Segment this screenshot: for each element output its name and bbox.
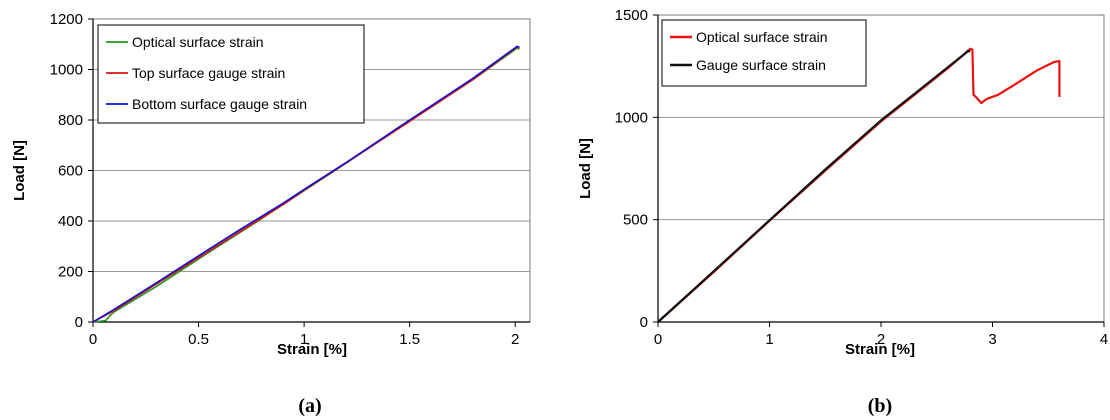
x-tick-label: 2	[877, 331, 885, 348]
y-tick-label: 1000	[50, 62, 83, 79]
x-tick-label: 0	[89, 331, 97, 348]
x-axis-title: Strain [%]	[277, 341, 347, 358]
x-axis-title: Strain [%]	[845, 341, 915, 358]
x-tick-label: 2	[511, 331, 519, 348]
y-tick-label: 1500	[615, 7, 648, 24]
legend-box	[97, 24, 365, 124]
y-tick-label: 0	[640, 314, 648, 331]
y-tick-label: 800	[58, 112, 83, 129]
legend-label: Bottom surface gauge strain	[132, 96, 307, 112]
legend-label: Optical surface strain	[696, 29, 828, 45]
series-line	[92, 45, 520, 323]
panel-label: (a)	[298, 395, 321, 417]
panel-label: (b)	[868, 395, 892, 417]
series-line	[657, 47, 1061, 323]
y-tick-label: 0	[75, 314, 83, 331]
y-tick-label: 600	[58, 163, 83, 180]
chart-panel-b: 0 500 1000 1500 0 1 2 3 4 Strain [%] Load [N] Optic…	[577, 7, 1108, 417]
y-axis-title: Load [N]	[11, 140, 28, 201]
x-tick-label: 3	[988, 331, 996, 348]
series-line	[657, 49, 971, 323]
legend: Optical surface strain Gauge surface stra…	[661, 19, 867, 87]
y-tick-label: 400	[58, 213, 83, 230]
x-tick-label: 1.5	[399, 331, 420, 348]
x-tick-label: 0.5	[188, 331, 209, 348]
x-tick-label: 4	[1100, 331, 1108, 348]
legend-box	[661, 19, 867, 87]
legend-label: Top surface gauge strain	[132, 65, 285, 81]
x-tick-label: 1	[765, 331, 773, 348]
y-tick-label: 500	[623, 212, 648, 229]
legend-label: Gauge surface strain	[696, 57, 826, 73]
x-tick-label: 0	[654, 331, 662, 348]
legend: Optical surface strain Top surface gauge …	[97, 24, 365, 124]
y-tick-label: 1000	[615, 109, 648, 126]
y-tick-label: 200	[58, 264, 83, 281]
chart-panel-a: 0 200 400 600 800 1000 1200 0 0.5 1 1.5 2 Strain [%]…	[11, 11, 531, 417]
y-axis-title: Load [N]	[577, 138, 594, 199]
series-line	[92, 45, 520, 323]
y-tick-label: 1200	[50, 11, 83, 28]
x-tick-label: 1	[300, 331, 308, 348]
legend-label: Optical surface strain	[132, 34, 264, 50]
